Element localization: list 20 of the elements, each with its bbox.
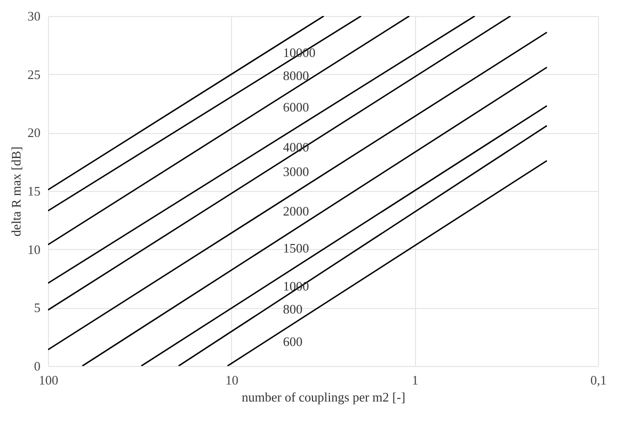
y-tick-label: 20 <box>28 125 40 140</box>
y-tick-label: 0 <box>34 358 40 374</box>
y-tick-label: 30 <box>28 8 40 24</box>
x-tick-label: 100 <box>38 372 58 388</box>
series-label: 600 <box>283 334 302 349</box>
series-label: 3000 <box>283 164 309 180</box>
y-axis-title: delta R max [dB] <box>8 146 24 236</box>
series-label: 6000 <box>283 99 309 114</box>
series-label: 2000 <box>283 204 309 219</box>
series-label: 1500 <box>283 240 309 256</box>
x-tick-label: 10 <box>225 372 238 388</box>
series-label: 8000 <box>283 68 309 84</box>
y-tick-label: 10 <box>28 242 40 257</box>
x-axis-title: number of couplings per m2 [-] <box>242 390 406 404</box>
y-tick-label: 15 <box>28 184 40 198</box>
x-tick-label: 1 <box>412 372 418 388</box>
y-tick-label: 25 <box>28 66 40 82</box>
series-label: 800 <box>283 301 302 316</box>
x-tick-label: 0,1 <box>590 372 607 388</box>
y-tick-label: 5 <box>34 300 40 316</box>
